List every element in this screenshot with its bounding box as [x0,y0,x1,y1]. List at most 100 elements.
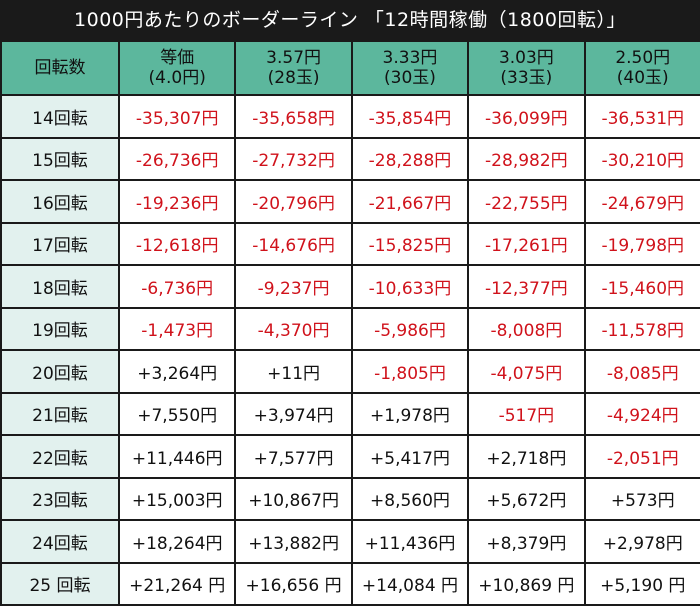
spins-label: 25 回転 [0,561,120,606]
spins-label: 20回転 [0,349,120,394]
balance-cell: -26,736円 [117,136,237,181]
balance-cell: -22,755円 [467,179,586,224]
balance-cell: -36,099円 [467,94,586,139]
balance-cell: -28,288円 [350,136,470,181]
spins-label: 21回転 [0,391,120,436]
balance-cell: +14,084 円 [350,561,470,606]
balance-cell: -19,798円 [583,221,700,266]
balance-cell: -28,982円 [467,136,586,181]
table-row: 15回転 -26,736円 -27,732円 -28,288円 -28,982円 -30,… [0,136,700,181]
balance-cell: -11,578円 [583,306,700,351]
balance-cell: -20,796円 [234,179,353,224]
spins-label: 23回転 [0,476,120,521]
spins-label: 19回転 [0,306,120,351]
balance-cell: +573円 [583,476,700,521]
column-header-detail: (33玉) [500,68,553,88]
column-header-name: 等価 [160,48,195,68]
balance-cell: -8,085円 [583,349,700,394]
column-header-3-33: 3.33円 (30玉) [350,40,470,96]
column-header-detail: (28玉) [267,68,320,88]
table-row: 21回転 +7,550円 +3,974円 +1,978円 -517円 -4,924円 [0,391,700,436]
balance-cell: +11円 [234,349,353,394]
table-row: 17回転 -12,618円 -14,676円 -15,825円 -17,261円 -19,… [0,221,700,266]
balance-cell: +7,550円 [117,391,237,436]
table-row: 23回転 +15,003円 +10,867円 +8,560円 +5,672円 +573円 [0,476,700,521]
balance-cell: -4,370円 [234,306,353,351]
balance-cell: +8,560円 [350,476,470,521]
table-row: 14回転 -35,307円 -35,658円 -35,854円 -36,099円 -36,… [0,94,700,139]
table-row: 24回転 +18,264円 +13,882円 +11,436円 +8,379円 +2,97… [0,519,700,564]
balance-cell: +5,672円 [467,476,586,521]
balance-cell: -35,658円 [234,94,353,139]
balance-cell: +2,718円 [467,434,586,479]
balance-cell: -10,633円 [350,264,470,309]
table-row: 18回転 -6,736円 -9,237円 -10,633円 -12,377円 -15,46… [0,264,700,309]
balance-cell: -14,676円 [234,221,353,266]
balance-cell: +3,974円 [234,391,353,436]
balance-cell: -517円 [467,391,586,436]
balance-cell: -35,854円 [350,94,470,139]
balance-cell: +21,264 円 [117,561,237,606]
balance-cell: +5,190 円 [583,561,700,606]
column-header-name: 3.33円 [382,48,438,68]
balance-cell: +13,882円 [234,519,353,564]
balance-cell: -12,618円 [117,221,237,266]
balance-cell: -35,307円 [117,94,237,139]
balance-cell: +1,978円 [350,391,470,436]
balance-cell: +16,656 円 [234,561,353,606]
balance-cell: +10,869 円 [467,561,586,606]
balance-cell: -19,236円 [117,179,237,224]
balance-cell: -1,473円 [117,306,237,351]
table-row: 19回転 -1,473円 -4,370円 -5,986円 -8,008円 -11,578円 [0,306,700,351]
column-header-name: 3.03円 [498,48,554,68]
balance-cell: -27,732円 [234,136,353,181]
balance-cell: +11,446円 [117,434,237,479]
spins-label: 17回転 [0,221,120,266]
balance-cell: -30,210円 [583,136,700,181]
spins-label: 24回転 [0,519,120,564]
spins-label: 16回転 [0,179,120,224]
balance-cell: -1,805円 [350,349,470,394]
spins-label: 15回転 [0,136,120,181]
balance-cell: -15,460円 [583,264,700,309]
balance-cell: +7,577円 [234,434,353,479]
balance-cell: +3,264円 [117,349,237,394]
column-header-detail: (40玉) [616,68,669,88]
balance-cell: +10,867円 [234,476,353,521]
balance-cell: -17,261円 [467,221,586,266]
balance-cell: -8,008円 [467,306,586,351]
balance-cell: -36,531円 [583,94,700,139]
balance-cell: -21,667円 [350,179,470,224]
column-header-name: 3.57円 [266,48,322,68]
balance-cell: -6,736円 [117,264,237,309]
balance-cell: -4,075円 [467,349,586,394]
table-row: 25 回転 +21,264 円 +16,656 円 +14,084 円 +10,869 … [0,561,700,606]
balance-cell: -9,237円 [234,264,353,309]
balance-cell: +8,379円 [467,519,586,564]
table-body: 14回転 -35,307円 -35,658円 -35,854円 -36,099円 -36,… [0,94,700,606]
balance-cell: -4,924円 [583,391,700,436]
column-header-equal-rate: 等価 (4.0円) [117,40,237,96]
balance-cell: -15,825円 [350,221,470,266]
column-header-3-57: 3.57円 (28玉) [234,40,353,96]
balance-cell: -5,986円 [350,306,470,351]
balance-cell: +15,003円 [117,476,237,521]
table-row: 20回転 +3,264円 +11円 -1,805円 -4,075円 -8,085円 [0,349,700,394]
column-header-3-03: 3.03円 (33玉) [467,40,586,96]
column-header-detail: (30玉) [384,68,436,88]
column-header-detail: (4.0円) [148,68,206,88]
spins-label: 22回転 [0,434,120,479]
spins-label: 18回転 [0,264,120,309]
balance-cell: +2,978円 [583,519,700,564]
table-row: 16回転 -19,236円 -20,796円 -21,667円 -22,755円 -24,… [0,179,700,224]
balance-cell: +18,264円 [117,519,237,564]
spins-label: 14回転 [0,94,120,139]
table-title: 1000円あたりのボーダーライン 「12時間稼働（1800回転）」 [74,9,626,31]
column-header-2-50: 2.50円 (40玉) [583,40,700,96]
balance-cell: -12,377円 [467,264,586,309]
balance-cell: +5,417円 [350,434,470,479]
column-header-name: 2.50円 [615,48,671,68]
balance-cell: -2,051円 [583,434,700,479]
balance-cell: +11,436円 [350,519,470,564]
